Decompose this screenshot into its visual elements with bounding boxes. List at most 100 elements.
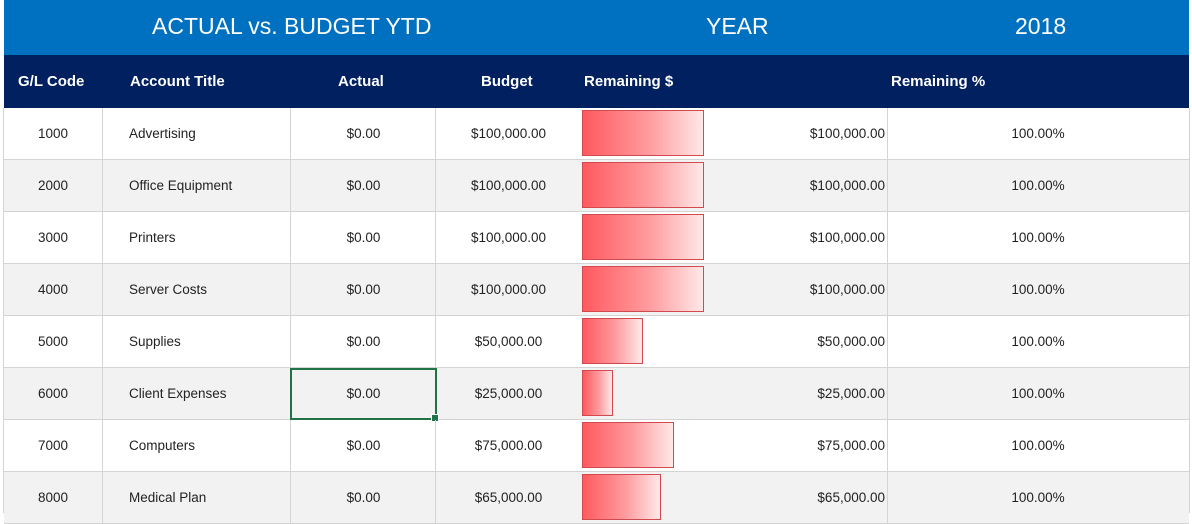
grid-line — [435, 316, 436, 368]
gl-code-cell[interactable]: 5000 — [37, 334, 69, 349]
budget-cell[interactable]: $100,000.00 — [470, 178, 547, 193]
header-account-title: Account Title — [130, 73, 225, 90]
remaining-pct-cell[interactable]: 100.00% — [1011, 386, 1065, 401]
remaining-pct-cell[interactable]: 100.00% — [1011, 334, 1065, 349]
grid-line — [290, 420, 291, 472]
account-title-cell[interactable]: Printers — [129, 230, 176, 245]
grid-line — [290, 160, 291, 212]
table-row: 1000 Advertising $0.00 $100,000.00 $100,000.… — [4, 108, 1189, 160]
spreadsheet: ACTUAL vs. BUDGET YTD YEAR 2018 G/L Code… — [3, 0, 1190, 524]
remaining-amount-cell[interactable]: $75,000.00 — [817, 438, 885, 453]
header-actual: Actual — [338, 73, 384, 90]
account-title-cell[interactable]: Medical Plan — [129, 490, 207, 505]
budget-cell[interactable]: $100,000.00 — [470, 282, 547, 297]
grid-line — [887, 212, 888, 264]
account-title-cell[interactable]: Supplies — [129, 334, 181, 349]
header-remaining-amount: Remaining $ — [584, 73, 674, 90]
grid-line — [4, 159, 1189, 160]
remaining-data-bar — [582, 318, 643, 364]
remaining-pct-cell[interactable]: 100.00% — [1011, 282, 1065, 297]
budget-cell[interactable]: $100,000.00 — [470, 230, 547, 245]
active-cell-selection[interactable] — [290, 368, 439, 422]
gl-code-cell[interactable]: 4000 — [37, 282, 69, 297]
table-row: 2000 Office Equipment $0.00 $100,000.00 $100… — [4, 160, 1189, 212]
grid-line — [4, 367, 1189, 368]
remaining-pct-cell[interactable]: 100.00% — [1011, 230, 1065, 245]
remaining-pct-cell[interactable]: 100.00% — [1011, 490, 1065, 505]
remaining-amount-cell[interactable]: $65,000.00 — [817, 490, 885, 505]
actual-cell[interactable]: $0.00 — [346, 386, 381, 401]
header-budget: Budget — [481, 73, 533, 90]
grid-line — [435, 472, 436, 524]
remaining-pct-cell[interactable]: 100.00% — [1011, 126, 1065, 141]
actual-cell[interactable]: $0.00 — [346, 126, 381, 141]
table-row: 5000 Supplies $0.00 $50,000.00 $50,000.00 100… — [4, 316, 1189, 368]
gl-code-cell[interactable]: 2000 — [37, 178, 69, 193]
actual-cell[interactable]: $0.00 — [346, 178, 381, 193]
remaining-data-bar — [582, 370, 613, 416]
grid-line — [887, 368, 888, 420]
grid-line — [290, 316, 291, 368]
remaining-pct-cell[interactable]: 100.00% — [1011, 438, 1065, 453]
actual-cell[interactable]: $0.00 — [346, 282, 381, 297]
grid-line — [887, 472, 888, 524]
grid-line — [435, 420, 436, 472]
account-title-cell[interactable]: Server Costs — [129, 282, 208, 297]
grid-line — [4, 263, 1189, 264]
grid-line — [887, 108, 888, 160]
remaining-pct-cell[interactable]: 100.00% — [1011, 178, 1065, 193]
title-bar: ACTUAL vs. BUDGET YTD YEAR 2018 — [4, 0, 1189, 55]
budget-cell[interactable]: $50,000.00 — [474, 334, 543, 349]
table-row: 8000 Medical Plan $0.00 $65,000.00 $65,000.0… — [4, 472, 1189, 524]
budget-cell[interactable]: $100,000.00 — [470, 126, 547, 141]
remaining-amount-cell[interactable]: $100,000.00 — [809, 126, 885, 141]
table-row: 4000 Server Costs $0.00 $100,000.00 $100,000… — [4, 264, 1189, 316]
gl-code-cell[interactable]: 1000 — [37, 126, 69, 141]
grid-line — [290, 472, 291, 524]
remaining-amount-cell[interactable]: $100,000.00 — [809, 230, 885, 245]
actual-cell[interactable]: $0.00 — [346, 438, 381, 453]
budget-cell[interactable]: $25,000.00 — [474, 386, 543, 401]
account-title-cell[interactable]: Client Expenses — [129, 386, 227, 401]
gl-code-cell[interactable]: 6000 — [37, 386, 69, 401]
grid-line — [435, 212, 436, 264]
gl-code-cell[interactable]: 8000 — [37, 490, 69, 505]
remaining-amount-cell[interactable]: $100,000.00 — [809, 178, 885, 193]
remaining-amount-cell[interactable]: $100,000.00 — [809, 282, 885, 297]
grid-line — [290, 212, 291, 264]
actual-cell[interactable]: $0.00 — [346, 490, 381, 505]
remaining-amount-cell[interactable]: $25,000.00 — [817, 386, 885, 401]
gl-code-cell[interactable]: 7000 — [37, 438, 69, 453]
budget-cell[interactable]: $65,000.00 — [474, 490, 543, 505]
grid-line — [887, 264, 888, 316]
budget-cell[interactable]: $75,000.00 — [474, 438, 543, 453]
grid-line — [102, 212, 103, 264]
grid-line — [102, 160, 103, 212]
remaining-data-bar — [582, 422, 674, 468]
account-title-cell[interactable]: Computers — [129, 438, 196, 453]
remaining-amount-cell[interactable]: $50,000.00 — [817, 334, 885, 349]
report-title: ACTUAL vs. BUDGET YTD — [152, 13, 432, 39]
grid-line — [4, 471, 1189, 472]
year-value[interactable]: 2018 — [1015, 13, 1067, 39]
year-label: YEAR — [706, 13, 769, 39]
grid-line — [102, 264, 103, 316]
remaining-data-bar — [582, 266, 704, 312]
grid-line — [102, 472, 103, 524]
grid-left-border — [3, 108, 4, 513]
grid-line — [435, 108, 436, 160]
actual-cell[interactable]: $0.00 — [346, 334, 381, 349]
grid-line — [435, 264, 436, 316]
actual-cell[interactable]: $0.00 — [346, 230, 381, 245]
table-row: 6000 Client Expenses $0.00 $25,000.00 $25,00… — [4, 368, 1189, 422]
grid-line — [102, 108, 103, 160]
gl-code-cell[interactable]: 3000 — [37, 230, 69, 245]
grid-line — [4, 211, 1189, 212]
account-title-cell[interactable]: Advertising — [129, 126, 196, 141]
column-header-row: G/L Code Account Title Actual Budget Rem… — [4, 55, 1189, 108]
grid-line — [887, 316, 888, 368]
header-remaining-pct: Remaining % — [891, 73, 986, 90]
account-title-cell[interactable]: Office Equipment — [129, 178, 233, 193]
grid-line — [435, 160, 436, 212]
grid-line — [887, 420, 888, 472]
